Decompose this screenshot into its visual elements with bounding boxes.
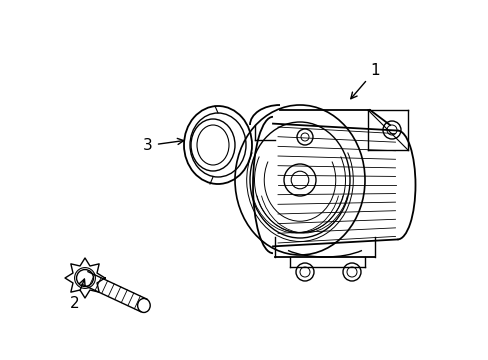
Text: 3: 3 xyxy=(143,138,183,153)
Text: 1: 1 xyxy=(350,63,379,99)
Text: 2: 2 xyxy=(70,279,85,311)
